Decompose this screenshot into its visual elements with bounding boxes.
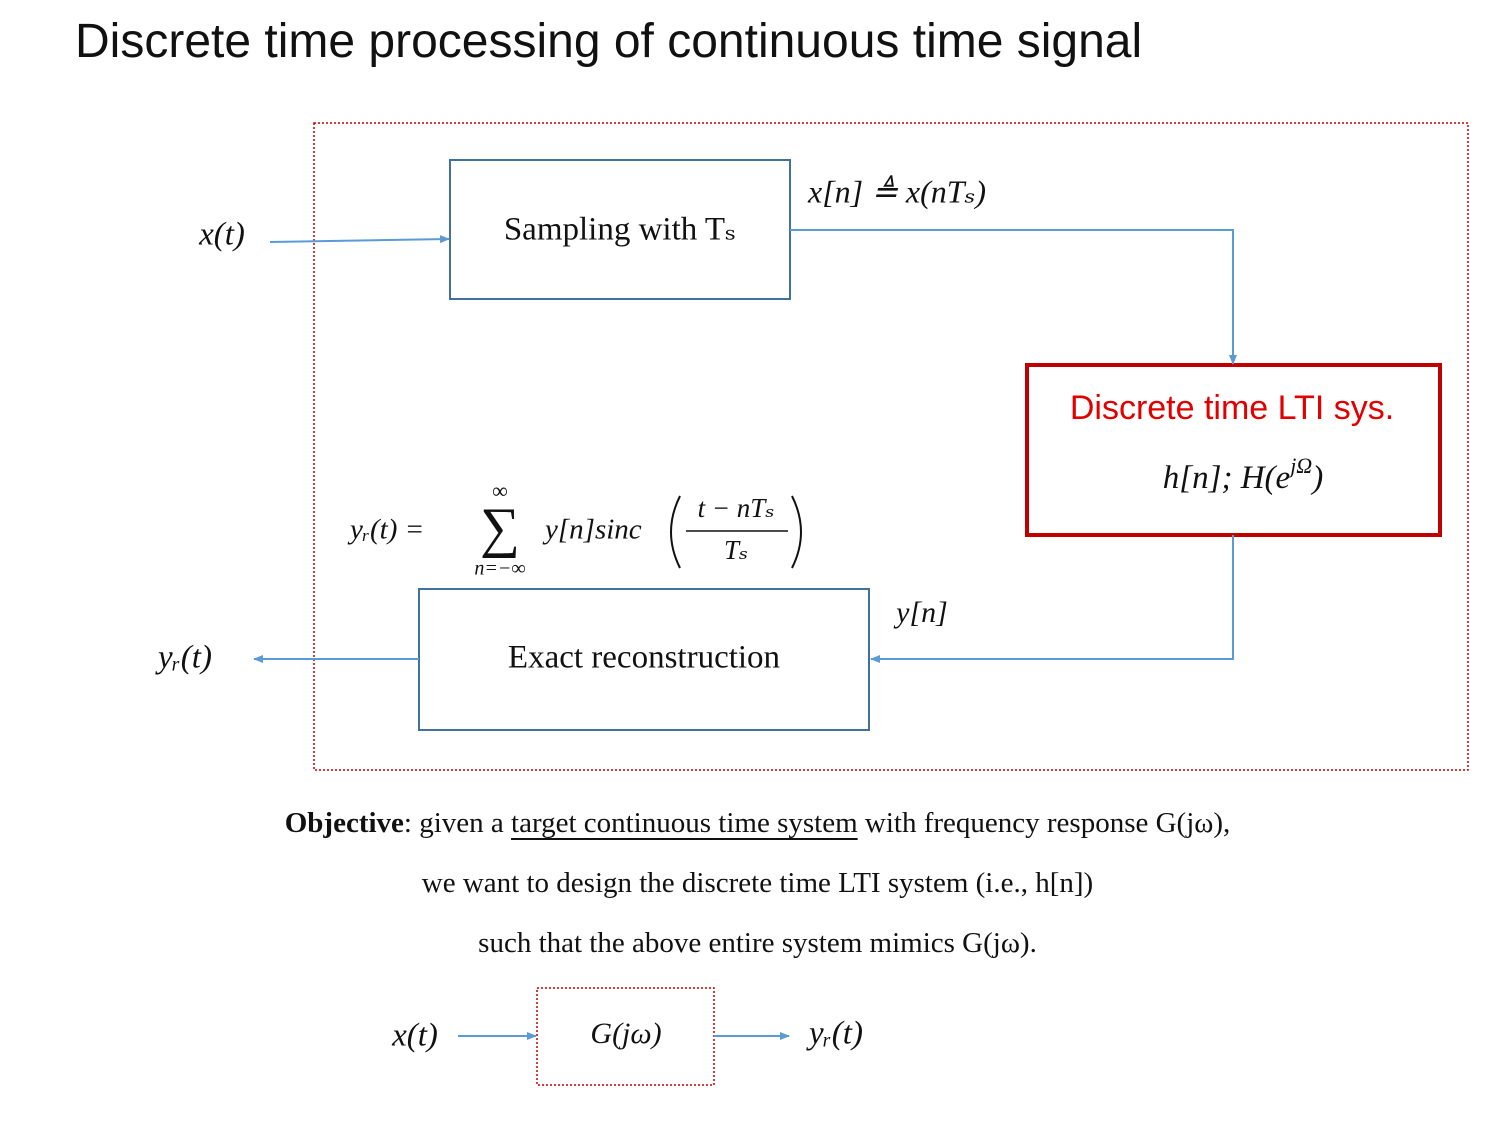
sampled-label: x[n] ≜ x(nTₛ)	[807, 173, 986, 209]
sum-sign: ∑	[480, 497, 520, 559]
system-boundary	[313, 122, 1469, 771]
lti-response: h[n]; H(ejΩ)	[1163, 453, 1323, 496]
paren	[791, 495, 802, 569]
sum-lower: n=−∞	[474, 558, 525, 580]
lti-title: Discrete time LTI sys.	[1070, 389, 1394, 427]
objective-underlined: target continuous time system	[511, 807, 858, 839]
formula-denominator: Tₛ	[724, 535, 748, 565]
target-output: yᵣ(t)	[806, 1016, 863, 1052]
formula-numerator: t − nTₛ	[698, 493, 775, 523]
response-sup: jΩ	[1287, 453, 1312, 478]
response-close: )	[1310, 460, 1323, 496]
objective-text: with frequency response G(jω),	[864, 807, 1231, 839]
output-label: yᵣ(t)	[155, 640, 212, 676]
arrow	[790, 229, 1237, 365]
input-label: x(t)	[198, 217, 245, 253]
slide-title: Discrete time processing of continuous t…	[75, 15, 1143, 68]
arrow	[269, 235, 450, 244]
y-n-label: y[n]	[893, 596, 948, 629]
formula-term: y[n]sinc	[542, 514, 642, 546]
objective-text: : given a	[403, 807, 504, 839]
sampling-label: Sampling with Tₛ	[504, 212, 736, 248]
objective-line: we want to design the discrete time LTI …	[421, 867, 1094, 899]
paren	[670, 495, 681, 569]
arrow	[870, 535, 1234, 663]
target-block: G(jω)	[590, 1017, 661, 1050]
reconstruction-label: Exact reconstruction	[508, 640, 780, 676]
objective-bold: Objective	[284, 807, 404, 839]
formula-lhs: yᵣ(t) =	[347, 514, 424, 546]
response-text: h[n]; H(e	[1163, 460, 1290, 496]
objective-line: Objective: given a target continuous tim…	[0, 807, 1500, 840]
target-input: x(t)	[391, 1018, 438, 1054]
objective-line: such that the above entire system mimics…	[478, 927, 1037, 959]
sum-upper: ∞	[492, 478, 508, 503]
